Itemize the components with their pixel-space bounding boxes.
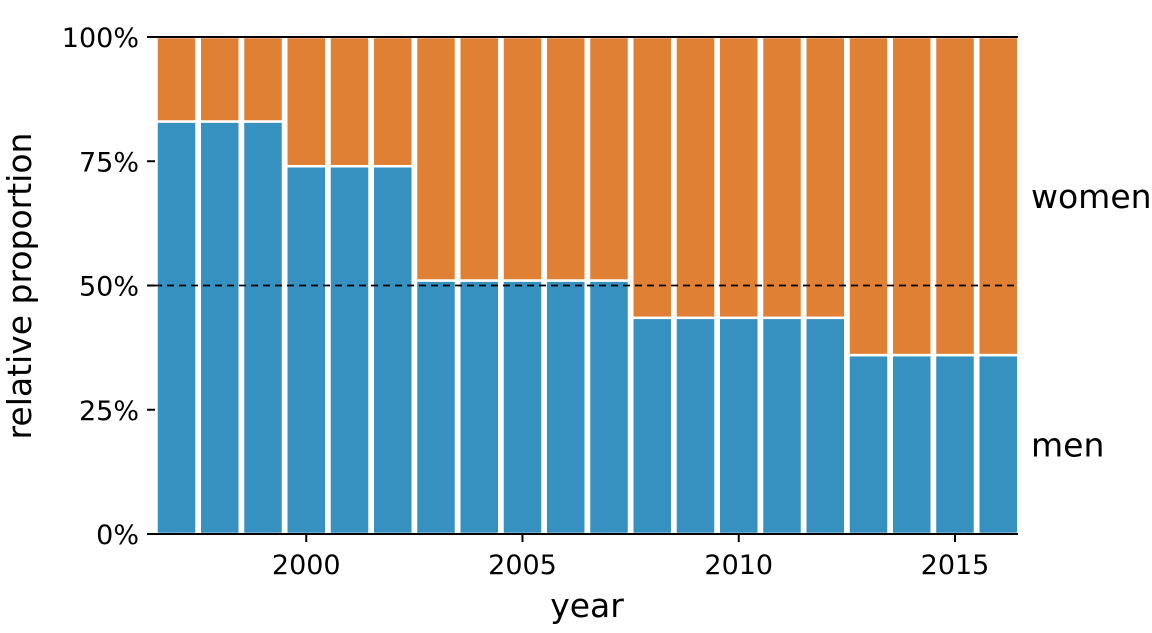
bar-women-2012	[804, 35, 847, 320]
bar-women-2006	[544, 35, 587, 282]
x-axis: 2000 2005 2010 2015	[272, 534, 989, 581]
series-label-men: men	[1031, 426, 1104, 465]
y-tick-label-4: 100%	[62, 23, 139, 54]
bar-women-2000	[285, 35, 328, 168]
bar-men-2002	[371, 164, 414, 536]
x-tick-label-2000: 2000	[272, 550, 341, 581]
bar-women-2004	[458, 35, 501, 282]
bar-men-2005	[501, 279, 544, 536]
x-tick-label-2015: 2015	[921, 550, 990, 581]
bar-men-2000	[285, 164, 328, 536]
bar-women-2007	[587, 35, 631, 282]
bar-men-2006	[544, 279, 587, 536]
bar-women-2014	[890, 35, 933, 357]
bar-women-2013	[847, 35, 890, 357]
bar-women-1999	[241, 35, 285, 123]
y-axis: 0% 25% 50% 75% 100%	[62, 23, 155, 551]
bar-men-2014	[890, 353, 933, 536]
y-tick-label-0: 0%	[96, 520, 139, 551]
bar-women-2011	[760, 35, 804, 320]
bar-women-2001	[328, 35, 371, 168]
y-axis-title: relative proportion	[0, 133, 39, 440]
bar-men-2016	[977, 353, 1020, 536]
series-labels: men women	[1031, 177, 1152, 465]
bar-women-2002	[371, 35, 414, 168]
bar-women-2005	[501, 35, 544, 282]
bar-men-2008	[631, 316, 674, 536]
bar-men-2003	[414, 279, 458, 536]
bar-women-1997	[155, 35, 198, 123]
bar-women-2009	[674, 35, 717, 320]
y-tick-label-3: 75%	[79, 147, 139, 178]
bar-women-2008	[631, 35, 674, 320]
x-tick-label-2010: 2010	[704, 550, 773, 581]
plot-area	[155, 35, 1020, 536]
bar-men-2001	[328, 164, 371, 536]
x-tick-label-2005: 2005	[488, 550, 557, 581]
bar-men-2013	[847, 353, 890, 536]
bar-men-2007	[587, 279, 631, 536]
bar-men-2009	[674, 316, 717, 536]
series-label-women: women	[1031, 177, 1152, 216]
bar-men-1997	[155, 120, 198, 536]
bar-women-2016	[977, 35, 1020, 357]
y-tick-label-2: 50%	[79, 272, 139, 303]
bar-men-2012	[804, 316, 847, 536]
bar-men-1998	[198, 120, 241, 536]
x-axis-title: year	[550, 586, 624, 625]
bar-men-2010	[717, 316, 760, 536]
bar-women-2010	[717, 35, 760, 320]
bar-men-2015	[933, 353, 977, 536]
bar-women-2003	[414, 35, 458, 282]
bar-women-1998	[198, 35, 241, 123]
bar-women-2015	[933, 35, 977, 357]
bar-men-1999	[241, 120, 285, 536]
bar-men-2004	[458, 279, 501, 536]
bar-men-2011	[760, 316, 804, 536]
y-tick-label-1: 25%	[79, 396, 139, 427]
